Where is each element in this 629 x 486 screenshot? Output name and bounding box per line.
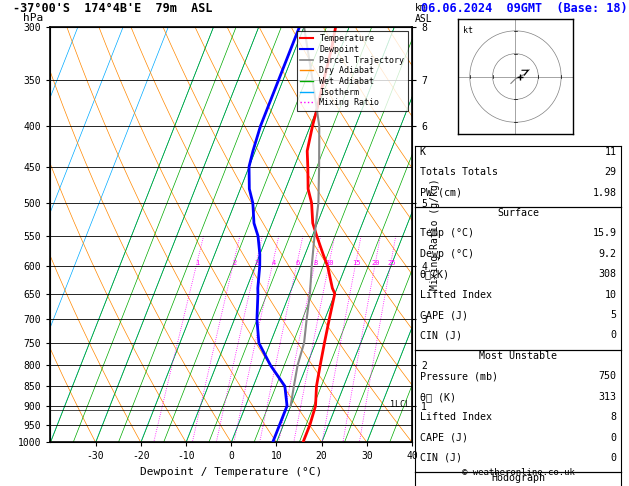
Text: Most Unstable: Most Unstable <box>479 351 557 361</box>
Text: 8: 8 <box>313 260 318 266</box>
X-axis label: Dewpoint / Temperature (°C): Dewpoint / Temperature (°C) <box>140 467 322 477</box>
Text: 06.06.2024  09GMT  (Base: 18): 06.06.2024 09GMT (Base: 18) <box>421 2 628 16</box>
Text: Temp (°C): Temp (°C) <box>420 228 474 239</box>
Text: CAPE (J): CAPE (J) <box>420 310 467 320</box>
Text: CIN (J): CIN (J) <box>420 453 462 463</box>
Text: kt: kt <box>463 26 473 35</box>
Text: Dewp (°C): Dewp (°C) <box>420 249 474 259</box>
Text: θᴄ(K): θᴄ(K) <box>420 269 450 279</box>
Text: -37°00'S  174°4B'E  79m  ASL: -37°00'S 174°4B'E 79m ASL <box>13 2 212 16</box>
Text: 25: 25 <box>387 260 396 266</box>
Text: Lifted Index: Lifted Index <box>420 412 491 422</box>
Legend: Temperature, Dewpoint, Parcel Trajectory, Dry Adiabat, Wet Adiabat, Isotherm, Mi: Temperature, Dewpoint, Parcel Trajectory… <box>297 31 408 110</box>
Text: 0: 0 <box>610 453 616 463</box>
Text: 1: 1 <box>196 260 200 266</box>
Text: CIN (J): CIN (J) <box>420 330 462 341</box>
Text: 29: 29 <box>604 167 616 177</box>
Text: 15: 15 <box>352 260 360 266</box>
Text: 9.2: 9.2 <box>598 249 616 259</box>
Text: hPa: hPa <box>23 13 43 22</box>
Text: 15.9: 15.9 <box>593 228 616 239</box>
Text: Pressure (mb): Pressure (mb) <box>420 371 498 382</box>
Text: Hodograph: Hodograph <box>491 473 545 484</box>
Text: © weatheronline.co.uk: © weatheronline.co.uk <box>462 468 574 477</box>
Text: 8: 8 <box>610 412 616 422</box>
Text: 11: 11 <box>604 147 616 157</box>
Text: Surface: Surface <box>497 208 539 218</box>
Text: 750: 750 <box>598 371 616 382</box>
Text: km
ASL: km ASL <box>415 3 433 24</box>
Text: 10: 10 <box>325 260 334 266</box>
Text: PW (cm): PW (cm) <box>420 188 462 198</box>
Text: CAPE (J): CAPE (J) <box>420 433 467 443</box>
Y-axis label: Mixing Ratio (g/kg): Mixing Ratio (g/kg) <box>430 179 440 290</box>
Text: 20: 20 <box>372 260 380 266</box>
Text: 0: 0 <box>610 433 616 443</box>
Text: 308: 308 <box>598 269 616 279</box>
Text: 0: 0 <box>610 330 616 341</box>
Text: 10: 10 <box>604 290 616 300</box>
Text: 2: 2 <box>232 260 237 266</box>
Text: Lifted Index: Lifted Index <box>420 290 491 300</box>
Text: 1.98: 1.98 <box>593 188 616 198</box>
Text: 6: 6 <box>296 260 300 266</box>
Text: 4: 4 <box>271 260 276 266</box>
Text: K: K <box>420 147 426 157</box>
Text: 313: 313 <box>598 392 616 402</box>
Text: Totals Totals: Totals Totals <box>420 167 498 177</box>
Text: 3: 3 <box>255 260 259 266</box>
Text: 1LCL: 1LCL <box>390 399 409 409</box>
Text: 5: 5 <box>610 310 616 320</box>
Text: θᴄ (K): θᴄ (K) <box>420 392 455 402</box>
